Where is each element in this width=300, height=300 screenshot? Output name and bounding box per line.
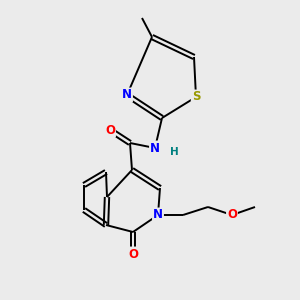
- Text: O: O: [105, 124, 115, 136]
- Text: H: H: [169, 147, 178, 157]
- Text: N: N: [150, 142, 160, 154]
- Text: S: S: [192, 91, 200, 103]
- Text: N: N: [153, 208, 163, 221]
- Text: N: N: [122, 88, 132, 101]
- Text: O: O: [227, 208, 237, 221]
- Text: O: O: [128, 248, 138, 260]
